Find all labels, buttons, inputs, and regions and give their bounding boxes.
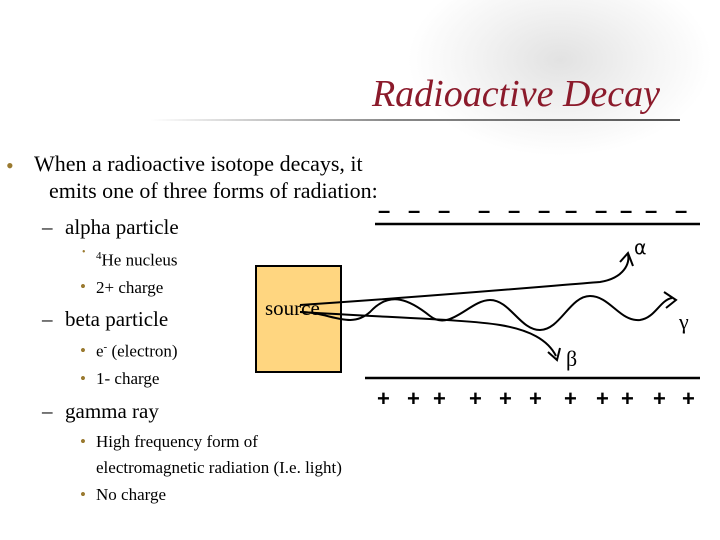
negative-sign: – <box>620 198 633 223</box>
beta-sub2-dot: • <box>80 369 86 388</box>
alpha-dash: – <box>42 215 53 239</box>
negative-sign: – <box>645 198 658 223</box>
alpha-sub2: 2+ charge <box>96 278 164 297</box>
gamma-sub1-line2: electromagnetic radiation (I.e. light) <box>96 458 342 477</box>
beta-symbol: β <box>566 346 578 371</box>
alpha-sub2-dot: • <box>80 277 86 296</box>
gamma-path <box>299 294 673 332</box>
beta-label: beta particle <box>65 307 169 331</box>
main-text-line1: When a radioactive isotope decays, it <box>34 151 363 176</box>
bullet-main-dot: • <box>6 153 14 178</box>
beta-sub1: e- (electron) <box>96 341 178 362</box>
positive-sign: + <box>682 386 695 411</box>
main-text-line2: emits one of three forms of radiation: <box>49 178 378 203</box>
beta-sub2: 1- charge <box>96 369 160 388</box>
title-underline <box>150 119 680 121</box>
alpha-symbol: α <box>634 237 647 259</box>
positive-sign: + <box>621 386 634 411</box>
gamma-sub2-dot: • <box>80 485 86 504</box>
negative-sign: – <box>408 198 421 223</box>
negative-sign: – <box>565 198 578 223</box>
alpha-path <box>299 254 630 306</box>
gamma-dash: – <box>42 399 53 423</box>
negative-sign: – <box>508 198 521 223</box>
beta-sub1-sup: - <box>103 341 108 353</box>
positive-sign: + <box>377 386 390 411</box>
negative-sign: – <box>595 198 608 223</box>
negative-sign: – <box>478 198 491 223</box>
alpha-label: alpha particle <box>65 215 179 239</box>
beta-dash: – <box>42 307 53 331</box>
gamma-sub1-dot: • <box>80 432 86 451</box>
title-background <box>0 0 720 160</box>
positive-sign: + <box>564 386 577 411</box>
alpha-sub1-text: He nucleus <box>101 250 178 270</box>
slide-title: Radioactive Decay <box>371 73 660 115</box>
negative-sign: – <box>538 198 551 223</box>
positive-sign: + <box>433 386 446 411</box>
beta-sub1-base: e <box>96 341 104 361</box>
positive-sign: + <box>653 386 666 411</box>
gamma-sub1-line1: High frequency form of <box>96 432 258 451</box>
gamma-sub2: No charge <box>96 485 167 504</box>
negative-sign: – <box>438 198 451 223</box>
alpha-sub1-sup: 4 <box>96 250 102 262</box>
positive-sign: + <box>596 386 609 411</box>
alpha-sub1-dot: • <box>82 247 86 258</box>
negative-sign: – <box>675 198 688 223</box>
gamma-label: gamma ray <box>65 399 159 423</box>
gamma-arrowhead <box>663 291 678 309</box>
beta-arrowhead <box>547 347 561 362</box>
negative-sign: – <box>378 198 391 223</box>
alpha-sub1: 4He nucleus <box>96 250 178 271</box>
positive-sign: + <box>499 386 512 411</box>
gamma-symbol: γ <box>679 309 689 334</box>
positive-sign: + <box>469 386 482 411</box>
source-label: source <box>265 296 320 320</box>
beta-sub1-dot: • <box>80 341 86 360</box>
positive-sign: + <box>407 386 420 411</box>
alpha-arrowhead <box>619 251 634 267</box>
positive-sign: + <box>529 386 542 411</box>
beta-path <box>299 311 557 357</box>
beta-sub1-text: (electron) <box>107 341 178 361</box>
